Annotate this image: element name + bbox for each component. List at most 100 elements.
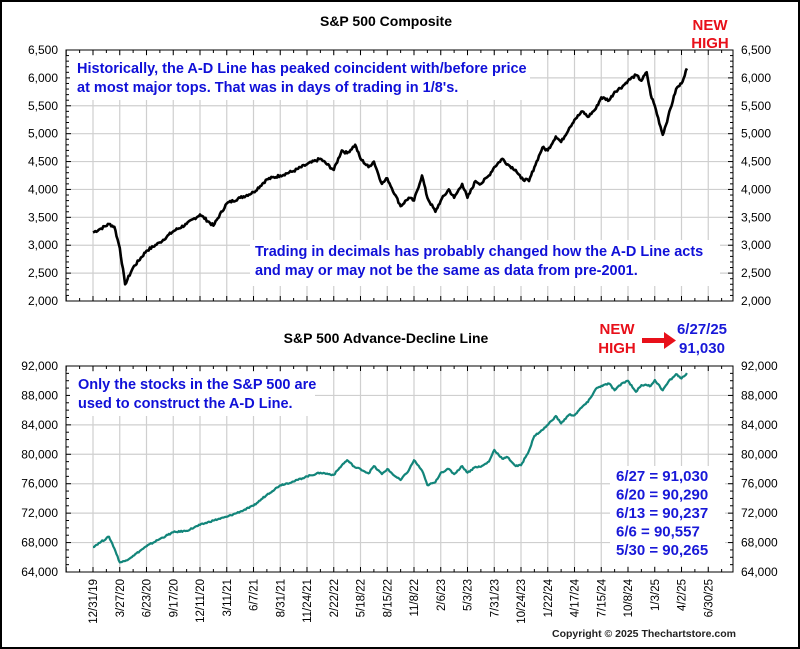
ad-grid <box>66 366 733 572</box>
y-tick-label-right: 4,000 <box>741 182 771 196</box>
x-tick-label: 7/31/23 <box>489 579 501 617</box>
ad-x-minor-ticks <box>65 366 723 572</box>
y-tick-label-right: 5,500 <box>741 99 771 113</box>
x-tick-label: 3/11/21 <box>222 579 234 617</box>
y-tick-label-left: 88,000 <box>21 388 58 402</box>
decimal-note-bg <box>250 240 720 286</box>
history-note-line-1: Historically, the A-D Line has peaked co… <box>77 61 527 77</box>
weekly-value: 6/6 = 90,557 <box>616 524 700 541</box>
y-tick-label-left: 76,000 <box>21 477 58 491</box>
ad-high-value: 91,030 <box>679 340 725 357</box>
y-tick-label-left: 5,500 <box>28 99 58 113</box>
x-tick-label: 2/22/22 <box>329 579 341 617</box>
x-tick-label: 3/27/20 <box>115 579 127 617</box>
y-tick-label-left: 84,000 <box>21 418 58 432</box>
sp500-price-line <box>92 67 689 286</box>
x-axis-date-labels: 12/31/19 3/27/20 6/23/20 9/17/20 12/11/20 3/1… <box>88 578 715 623</box>
x-tick-label: 12/11/20 <box>195 579 207 623</box>
y-tick-label-left: 6,000 <box>28 71 58 85</box>
y-tick-label-left: 68,000 <box>21 536 58 550</box>
y-tick-label-right: 64,000 <box>741 565 778 579</box>
y-tick-label-right: 3,000 <box>741 238 771 252</box>
x-tick-label: 8/31/21 <box>275 579 287 617</box>
sp500-price-panel: S&P 500 Composite 2,000 2,500 3,000 3,500 4,… <box>28 13 771 308</box>
price-plot-area <box>65 49 734 302</box>
x-tick-label: 10/24/23 <box>516 579 528 624</box>
y-tick-label-left: 4,000 <box>28 182 58 196</box>
decimal-note-line-1: Trading in decimals has probably changed… <box>255 244 703 260</box>
price-new-high-label-1: NEW <box>693 17 729 34</box>
x-tick-label: 6/23/20 <box>142 579 154 617</box>
y-tick-label-right: 2,000 <box>741 294 771 308</box>
decimal-note-line-2: and may or may not be the same as data f… <box>255 263 638 279</box>
x-tick-label: 11/8/22 <box>409 579 421 617</box>
y-tick-label-right: 84,000 <box>741 418 778 432</box>
ad-line <box>93 372 688 564</box>
ad-y-axis-right: 64,000 68,000 72,000 76,000 80,000 84,000 88,0… <box>728 359 778 579</box>
ad-plot-area <box>65 365 734 573</box>
y-tick-label-right: 92,000 <box>741 359 778 373</box>
weekly-values-list: 6/27 = 91,030 6/20 = 90,290 6/13 = 90,23… <box>616 468 708 559</box>
x-tick-label: 4/2/25 <box>677 579 689 611</box>
x-tick-label: 6/30/25 <box>703 579 715 617</box>
y-tick-label-right: 72,000 <box>741 506 778 520</box>
history-note-bg <box>70 56 530 100</box>
weekly-values-bg <box>610 466 725 566</box>
price-x-minor-ticks <box>65 50 723 301</box>
ad-chart-title: S&P 500 Advance-Decline Line <box>284 330 489 346</box>
price-chart-title: S&P 500 Composite <box>320 13 452 29</box>
y-tick-label-left: 64,000 <box>21 565 58 579</box>
price-y-axis-right: 2,000 2,500 3,000 3,500 4,000 4,500 5,000 5,500… <box>728 43 771 308</box>
x-tick-label: 9/17/20 <box>168 579 180 617</box>
y-tick-label-right: 88,000 <box>741 388 778 402</box>
y-tick-label-right: 80,000 <box>741 447 778 461</box>
y-tick-label-left: 3,500 <box>28 210 58 224</box>
constituents-note-line-2: used to construct the A-D Line. <box>78 396 293 412</box>
history-note-line-2: at most major tops. That was in days of … <box>77 80 458 96</box>
ad-high-date: 6/27/25 <box>677 321 727 338</box>
y-tick-label-right: 68,000 <box>741 536 778 550</box>
y-tick-label-left: 3,000 <box>28 238 58 252</box>
y-tick-label-right: 2,500 <box>741 266 771 280</box>
price-y-axis-left: 2,000 2,500 3,000 3,500 4,000 4,500 5,000 5,500… <box>28 43 71 308</box>
y-tick-label-left: 4,500 <box>28 155 58 169</box>
y-tick-label-left: 80,000 <box>21 447 58 461</box>
y-tick-label-left: 92,000 <box>21 359 58 373</box>
constituents-note-line-1: Only the stocks in the S&P 500 are <box>78 377 316 393</box>
y-tick-label-left: 2,500 <box>28 266 58 280</box>
x-tick-label: 4/17/24 <box>570 578 582 617</box>
y-tick-label-right: 4,500 <box>741 155 771 169</box>
x-tick-label: 7/15/24 <box>596 578 608 617</box>
y-tick-label-right: 3,500 <box>741 210 771 224</box>
y-tick-label-left: 2,000 <box>28 294 58 308</box>
ad-new-high-label-2: HIGH <box>598 340 636 357</box>
y-tick-label-right: 5,000 <box>741 127 771 141</box>
x-tick-label: 11/24/21 <box>302 579 314 623</box>
x-tick-label: 12/31/19 <box>88 579 100 624</box>
x-tick-label: 10/8/24 <box>623 578 635 617</box>
weekly-value: 6/27 = 91,030 <box>616 468 708 485</box>
x-tick-label: 5/18/22 <box>356 579 368 617</box>
y-tick-label-left: 72,000 <box>21 506 58 520</box>
x-tick-label: 2/6/23 <box>436 579 448 611</box>
x-tick-label: 8/15/22 <box>382 579 394 617</box>
y-tick-label-right: 6,500 <box>741 43 771 57</box>
y-tick-label-left: 6,500 <box>28 43 58 57</box>
x-tick-label: 1/3/25 <box>650 579 662 611</box>
x-tick-label: 5/3/23 <box>463 579 475 611</box>
price-new-high-label-2: HIGH <box>691 35 729 52</box>
y-tick-label-left: 5,000 <box>28 127 58 141</box>
weekly-value: 6/20 = 90,290 <box>616 487 708 504</box>
y-tick-label-right: 76,000 <box>741 477 778 491</box>
ad-new-high-label-1: NEW <box>600 321 636 338</box>
ad-y-axis-left: 64,000 68,000 72,000 76,000 80,000 84,000 88,0… <box>21 359 71 579</box>
ad-line-panel: S&P 500 Advance-Decline Line 64,000 68,00… <box>21 321 778 579</box>
weekly-value: 5/30 = 90,265 <box>616 542 708 559</box>
weekly-value: 6/13 = 90,237 <box>616 505 708 522</box>
constituents-note-bg <box>70 372 315 416</box>
red-arrow-icon <box>642 332 676 349</box>
x-tick-label: 6/7/21 <box>249 579 261 611</box>
x-tick-label: 1/22/24 <box>543 578 555 617</box>
y-tick-label-right: 6,000 <box>741 71 771 85</box>
